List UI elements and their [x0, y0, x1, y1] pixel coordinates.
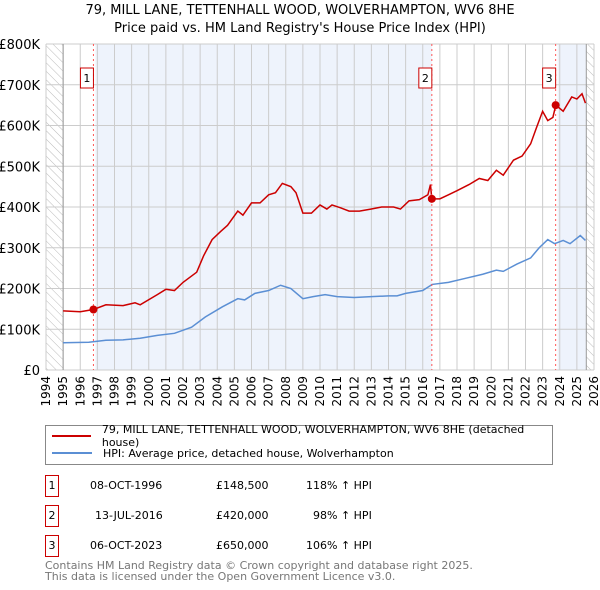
- sale-hpi: 118% ↑ HPI: [306, 479, 372, 492]
- x-tick-label: 2016: [416, 376, 430, 407]
- x-tick-label: 2000: [142, 376, 156, 407]
- x-tick-label: 2005: [227, 376, 241, 407]
- sale-price: £148,500: [216, 479, 269, 492]
- x-tick-label: 2025: [570, 376, 584, 407]
- x-tick-label: 1998: [108, 376, 122, 407]
- sale-row: 3 06-OCT-2023 £650,000 106% ↑ HPI: [45, 535, 545, 557]
- x-tick-label: 2002: [176, 376, 190, 407]
- sale-price: £420,000: [216, 509, 269, 522]
- legend: 79, MILL LANE, TETTENHALL WOOD, WOLVERHA…: [45, 423, 553, 465]
- x-tick-label: 2011: [330, 376, 344, 407]
- sale-point: [89, 305, 98, 314]
- sale-date: 13-JUL-2016: [95, 509, 163, 522]
- sale-row: 1 08-OCT-1996 £148,500 118% ↑ HPI: [45, 475, 545, 497]
- sale-row: 2 13-JUL-2016 £420,000 98% ↑ HPI: [45, 505, 545, 527]
- y-tick-label: £200K: [0, 283, 40, 298]
- x-tick-label: 2013: [364, 376, 378, 407]
- x-tick-label: 2017: [433, 376, 447, 407]
- chart-title: 79, MILL LANE, TETTENHALL WOOD, WOLVERHA…: [0, 2, 600, 38]
- x-tick-label: 2023: [536, 376, 550, 407]
- x-tick-label: 2026: [587, 376, 600, 407]
- title-line-1: 79, MILL LANE, TETTENHALL WOOD, WOLVERHA…: [85, 3, 515, 18]
- footer-line: This data is licensed under the Open Gov…: [45, 570, 396, 583]
- sale-hpi: 98% ↑ HPI: [313, 509, 372, 522]
- sale-price: £650,000: [216, 539, 269, 552]
- sale-marker: 2: [45, 505, 59, 527]
- sale-point: [427, 194, 436, 203]
- x-tick-label: 2014: [382, 376, 396, 407]
- sale-marker: 1: [45, 475, 59, 497]
- y-tick-label: £700K: [0, 79, 40, 94]
- x-tick-label: 1997: [90, 376, 104, 407]
- y-tick-label: £0: [23, 364, 40, 379]
- legend-swatch-blue: [52, 452, 92, 454]
- sale-label-box: [542, 67, 557, 89]
- x-tick-label: 2019: [467, 376, 481, 407]
- x-tick-label: 2018: [450, 376, 464, 407]
- legend-label: HPI: Average price, detached house, Wolv…: [103, 446, 394, 460]
- x-tick-label: 2022: [519, 376, 533, 407]
- sale-label-box: [418, 67, 433, 89]
- x-tick-label: 2007: [262, 376, 276, 407]
- sale-label: 3: [546, 72, 553, 85]
- y-tick-label: £100K: [0, 323, 40, 338]
- x-tick-label: 2003: [193, 376, 207, 407]
- x-tick-label: 1994: [39, 376, 53, 407]
- series-line: [63, 92, 587, 313]
- x-tick-label: 2006: [245, 376, 259, 407]
- y-tick-label: £300K: [0, 242, 40, 257]
- x-tick-label: 2015: [399, 376, 413, 407]
- price-chart: 1994 1995 1996 1997 1998 1999 2000 2001 2002 2003…: [0, 38, 600, 407]
- sale-point: [551, 101, 560, 110]
- sale-marker: 3: [45, 535, 59, 557]
- y-tick-label: £400K: [0, 201, 40, 216]
- sale-date: 06-OCT-2023: [90, 539, 163, 552]
- footer-line: Contains HM Land Registry data © Crown c…: [45, 559, 473, 572]
- y-tick-label: £500K: [0, 160, 40, 175]
- x-tick-label: 2008: [279, 376, 293, 407]
- y-tick-label: £800K: [0, 38, 40, 53]
- sale-label: 1: [83, 72, 90, 85]
- legend-item-property: 79, MILL LANE, TETTENHALL WOOD, WOLVERHA…: [52, 423, 552, 449]
- x-tick-label: 2001: [159, 376, 173, 407]
- title-line-2: Price paid vs. HM Land Registry's House …: [114, 21, 486, 36]
- x-tick-label: 2009: [296, 376, 310, 407]
- sale-label-box: [79, 67, 94, 89]
- x-tick-label: 2004: [210, 376, 224, 407]
- x-tick-label: 2021: [501, 376, 515, 407]
- x-tick-label: 2012: [347, 376, 361, 407]
- sale-hpi: 106% ↑ HPI: [306, 539, 372, 552]
- x-tick-label: 2024: [553, 376, 567, 407]
- legend-swatch-red: [52, 435, 91, 437]
- series-line: [63, 234, 586, 344]
- x-tick-label: 1995: [56, 376, 70, 407]
- x-tick-label: 1999: [125, 376, 139, 407]
- x-tick-label: 2010: [313, 376, 327, 407]
- footer: Contains HM Land Registry data © Crown c…: [45, 560, 473, 582]
- y-tick-label: £600K: [0, 120, 40, 135]
- x-tick-label: 1996: [73, 376, 87, 407]
- legend-label: 79, MILL LANE, TETTENHALL WOOD, WOLVERHA…: [101, 423, 525, 449]
- x-tick-label: 2020: [484, 376, 498, 407]
- sale-date: 08-OCT-1996: [90, 479, 163, 492]
- sale-label: 2: [422, 72, 429, 85]
- legend-item-hpi: HPI: Average price, detached house, Wolv…: [52, 445, 394, 461]
